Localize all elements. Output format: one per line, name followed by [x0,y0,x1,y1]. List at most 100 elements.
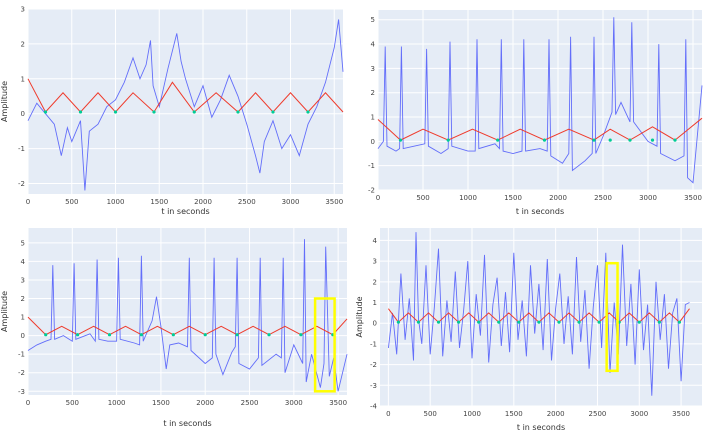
y-tick-label: -2 [368,187,375,195]
y-tick-label: 2 [21,295,25,303]
x-tick-label: 2500 [238,198,256,206]
x-tick-label: 0 [386,410,390,418]
y-tick-label: -4 [370,403,378,411]
minimum-marker [608,138,612,142]
triangle-series-line [27,78,344,113]
x-axis-label: t in seconds [516,207,564,216]
x-tick-label: 0 [26,198,30,206]
minimum-marker [496,138,500,142]
plot-background [378,10,702,190]
minimum-marker [628,138,632,142]
minimum-marker [497,320,501,324]
minimum-marker [203,333,207,337]
y-tick-label: 5 [21,239,25,247]
minimum-marker [306,110,310,114]
minimum-marker [113,110,118,114]
minimum-marker [152,110,156,114]
y-tick-label: 0 [21,110,25,118]
minimum-marker [537,320,541,324]
x-tick-label: 1500 [505,410,523,418]
y-tick-label: 3 [373,258,377,266]
signal-series-line [387,232,690,396]
y-tick-label: 4 [21,258,26,266]
minimum-marker [457,320,461,324]
x-axis-label: t in seconds [161,207,209,216]
y-axis-label: Amplitude [355,296,364,337]
x-tick-label: 1000 [459,194,477,202]
x-tick-label: 3000 [639,194,657,202]
chart-panel-4: 0 500 1000 1500 2000 2500 3000 3500 -4 -3 -2 -1 0 1 2 3… [355,228,702,432]
y-tick-label: -1 [370,340,377,348]
highlight-box [313,297,336,393]
x-tick-label: 1000 [108,399,126,407]
minimum-marker [577,320,581,324]
y-tick-label: 1 [371,114,375,122]
x-tick-label: 1500 [504,194,522,202]
x-tick-label: 3000 [285,399,303,407]
x-tick-label: 500 [66,399,79,407]
y-tick-label: 3 [21,6,25,14]
minimum-marker [677,320,682,324]
minimum-marker [78,110,83,114]
x-tick-label: 1500 [150,198,168,206]
minimum-marker [446,138,450,142]
chart-panel-1: 0 500 1000 1500 2000 2500 3000 3500 -2 -1 0 1 2 3 t in… [0,6,344,216]
y-tick-label: 5 [371,16,375,24]
x-tick-label: 3500 [329,399,347,407]
y-axis-label: Amplitude [0,81,9,122]
y-tick-label: -2 [370,361,377,369]
minimum-marker [592,138,596,142]
x-tick-label: 3500 [684,194,702,202]
triangle-series-line [27,316,348,336]
y-tick-label: -1 [18,145,25,153]
x-tick-label: 2500 [594,194,612,202]
minimum-marker [477,320,481,324]
minimum-marker [597,320,601,324]
x-tick-label: 2000 [547,410,565,418]
y-tick-label: 1 [21,75,25,83]
x-tick-label: 2000 [549,194,567,202]
x-axis-label: t in seconds [517,423,565,432]
y-tick-label: 4 [371,41,376,49]
x-tick-label: 2500 [589,410,607,418]
minimum-marker [398,138,403,142]
x-tick-label: 3500 [672,410,690,418]
y-tick-label: 4 [373,237,378,245]
minimum-marker [271,110,275,114]
minimum-marker [657,320,661,324]
x-axis-label: t in seconds [163,419,211,428]
y-tick-label: 2 [21,40,25,48]
x-tick-label: 500 [423,410,436,418]
x-tick-label: 500 [416,194,429,202]
y-tick-label: 1 [21,314,25,322]
y-tick-label: 2 [371,89,375,97]
minimum-marker [416,320,421,324]
minimum-marker [107,333,112,337]
y-tick-label: 3 [371,65,375,73]
signal-series-line [27,239,348,392]
y-tick-label: 2 [373,278,377,286]
x-tick-label: 500 [65,198,78,206]
y-tick-label: 0 [371,138,375,146]
x-tick-label: 1000 [463,410,481,418]
y-tick-label: -3 [370,382,377,390]
signal-series-line [27,19,344,191]
x-tick-label: 1500 [152,399,170,407]
x-tick-label: 2000 [194,198,212,206]
minimum-marker [557,320,561,324]
y-tick-label: -2 [18,369,25,377]
minimum-marker [267,333,271,337]
minimum-marker [171,333,175,337]
highlight-box [605,261,619,373]
x-tick-label: 0 [376,194,380,202]
minimum-marker [436,320,441,324]
minimum-marker [44,333,48,337]
minimum-marker [673,138,677,142]
plot-background [28,228,347,395]
y-tick-label: 0 [21,332,25,340]
y-tick-label: -1 [18,351,25,359]
minimum-marker [637,320,641,324]
y-tick-label: -3 [18,388,25,396]
minimum-marker [235,333,239,337]
